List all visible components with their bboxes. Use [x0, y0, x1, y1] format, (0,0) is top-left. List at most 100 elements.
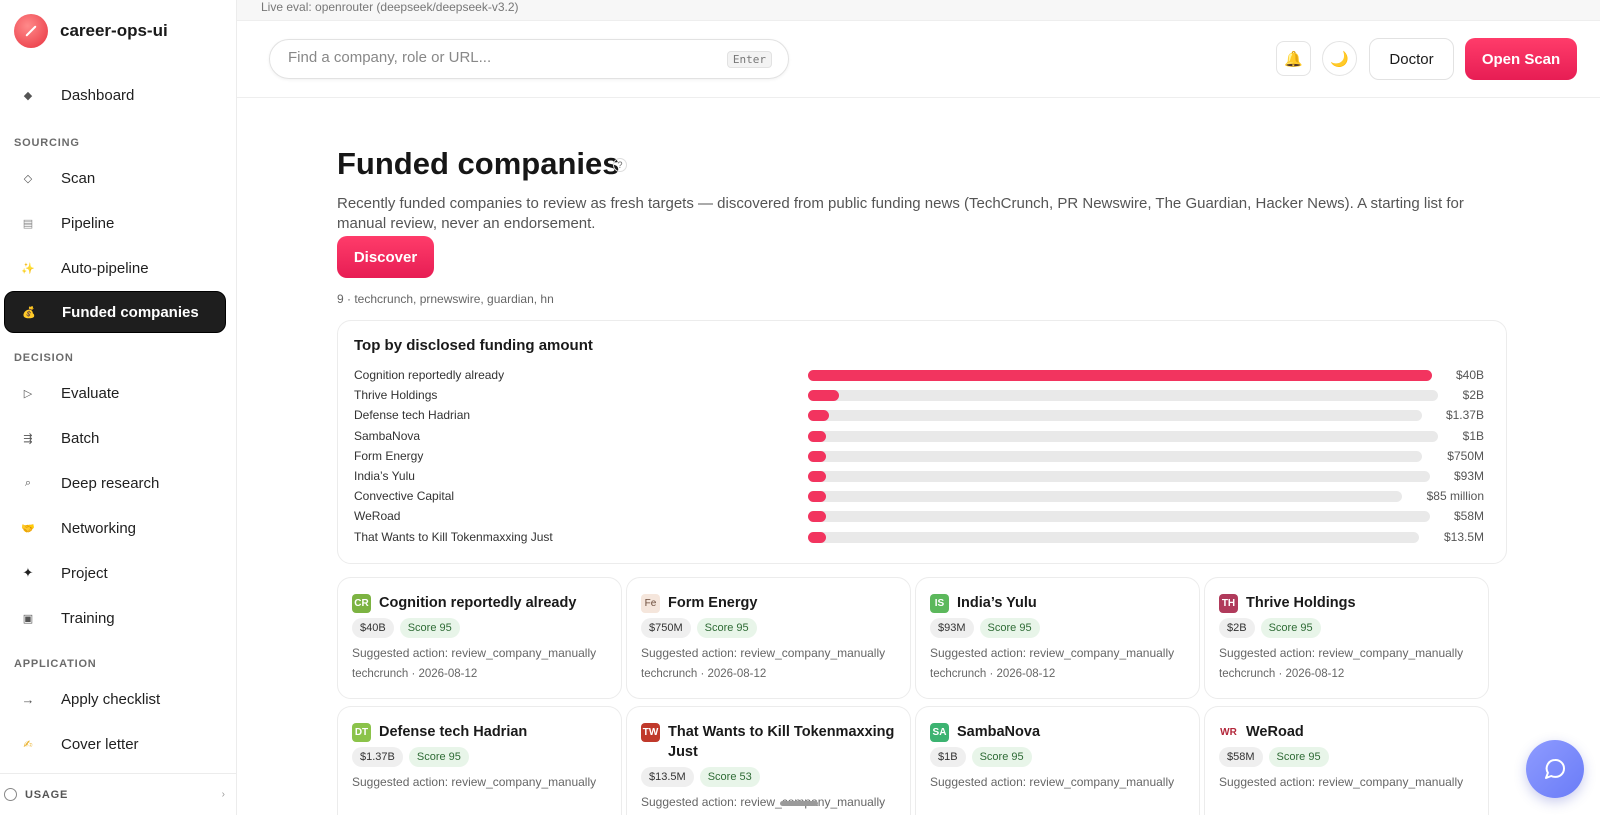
- sidebar-item-apply-checklist[interactable]: → Apply checklist: [4, 678, 226, 720]
- sidebar-item-evaluate[interactable]: ▷ Evaluate: [4, 372, 226, 414]
- chart-bar-value: $1B: [1462, 428, 1484, 443]
- chart-bar-value: $93M: [1453, 469, 1484, 483]
- chart-bar-label: India’s Yulu: [354, 469, 415, 483]
- company-name[interactable]: Thrive Holdings: [1246, 595, 1356, 611]
- company-name[interactable]: India’s Yulu: [957, 595, 1037, 611]
- score-badge: Score 95: [408, 747, 469, 767]
- discover-button[interactable]: Discover: [337, 236, 434, 278]
- sidebar-item-training[interactable]: ▣ Training: [4, 597, 226, 639]
- chart-bar-value: $2B: [1462, 388, 1484, 403]
- sidebar-item-deep-research[interactable]: ⌕ Deep research: [4, 462, 226, 504]
- company-name[interactable]: Cognition reportedly already: [379, 595, 577, 611]
- notifications-button[interactable]: 🔔: [1276, 41, 1311, 76]
- chart-bar-track: [808, 430, 1438, 442]
- funding-amount-badge: $40B: [352, 618, 394, 638]
- company-card[interactable]: DT Defense tech Hadrian $1.37B Score 95 Sugg…: [337, 706, 622, 815]
- chart-bar: [808, 370, 1432, 381]
- company-card[interactable]: WR WeRoad $58M Score 95 Suggested action: re…: [1204, 706, 1489, 815]
- main-content: Funded companies ? Recently funded compa…: [237, 98, 1600, 815]
- star-icon: ✦: [22, 565, 34, 580]
- company-card-header: TH Thrive Holdings: [1219, 593, 1476, 613]
- topbar: Enter 🔔 🌙 Doctor Open Scan: [237, 21, 1600, 98]
- play-outline-icon: ▷: [23, 387, 33, 400]
- sidebar-item-label: Deep research: [61, 474, 160, 492]
- chat-button[interactable]: [1526, 740, 1584, 798]
- chevron-right-icon: ›: [221, 789, 225, 800]
- chart-bar-row: Convective Capital $85 million: [354, 486, 1484, 506]
- square-icon: ▣: [22, 612, 34, 625]
- company-card[interactable]: TW That Wants to Kill Tokenmaxxing Just $1…: [626, 706, 911, 815]
- company-avatar: CR: [352, 594, 371, 613]
- sidebar-item-label: Scan: [61, 169, 96, 187]
- money-bag-icon: 💰: [22, 306, 36, 319]
- sidebar-item-auto-pipeline[interactable]: ✨ Auto-pipeline: [4, 247, 226, 289]
- company-card[interactable]: SA SambaNova $1B Score 95 Suggested action: …: [915, 706, 1200, 815]
- company-avatar: TH: [1219, 594, 1238, 613]
- brand[interactable]: career-ops-ui: [14, 14, 168, 48]
- company-card[interactable]: IS India’s Yulu $93M Score 95 Suggested acti…: [915, 577, 1200, 699]
- bell-icon: 🔔: [1284, 50, 1303, 68]
- suggested-action: Suggested action: review_company_manuall…: [352, 775, 597, 789]
- score-badge: Score 53: [699, 767, 760, 787]
- chat-bubble-icon: [1545, 759, 1566, 779]
- chart-bar-value: $13.5M: [1443, 529, 1484, 544]
- sidebar-item-funded-companies[interactable]: 💰 Funded companies: [4, 291, 226, 333]
- score-badge: Score 95: [971, 747, 1032, 767]
- chart-bar: [808, 450, 826, 462]
- sidebar-item-label: Dashboard: [61, 86, 135, 104]
- sidebar-item-batch[interactable]: ⇶ Batch: [4, 417, 226, 459]
- company-card[interactable]: TH Thrive Holdings $2B Score 95 Suggested ac…: [1204, 577, 1489, 699]
- company-name[interactable]: Form Energy: [668, 595, 758, 611]
- help-icon[interactable]: ?: [613, 158, 627, 172]
- company-chips: $13.5M Score 53: [641, 767, 760, 787]
- company-card[interactable]: Fe Form Energy $750M Score 95 Suggested acti…: [626, 577, 911, 699]
- chart-bar: [808, 511, 826, 523]
- chart-bar-value: $1.37B: [1445, 408, 1484, 423]
- sidebar-item-dashboard[interactable]: ◆ Dashboard: [4, 74, 226, 116]
- source-date: techcrunch · 2026-08-12: [930, 668, 1056, 680]
- sidebar-item-cover-letter[interactable]: ✍ Cover letter: [4, 723, 226, 765]
- suggested-action: Suggested action: review_company_manuall…: [1219, 775, 1464, 789]
- sidebar-item-label: Evaluate: [61, 384, 120, 402]
- chart-bar-label: Defense tech Hadrian: [354, 408, 471, 423]
- company-name[interactable]: That Wants to Kill Tokenmaxxing Just: [668, 724, 895, 760]
- company-card[interactable]: CR Cognition reportedly already $40B Score …: [337, 577, 622, 699]
- page-description: Recently funded companies to review as f…: [337, 195, 1464, 232]
- theme-toggle-button[interactable]: 🌙: [1322, 41, 1357, 76]
- company-name[interactable]: WeRoad: [1246, 724, 1304, 740]
- chart-bar: [808, 410, 830, 422]
- funding-amount-badge: $93M: [930, 618, 974, 638]
- sidebar-item-project[interactable]: ✦ Project: [4, 552, 226, 594]
- moon-icon: 🌙: [1330, 50, 1349, 68]
- sidebar-item-networking[interactable]: 🤝 Networking: [4, 507, 226, 549]
- brand-logo-icon: [14, 14, 48, 48]
- chart-bar-label: Thrive Holdings: [354, 388, 438, 403]
- page-title: Funded companies: [337, 146, 620, 181]
- chart-bar-track: [808, 370, 1432, 381]
- score-badge: Score 95: [979, 618, 1040, 638]
- sources-summary: 9 · techcrunch, prnewswire, guardian, hn: [337, 292, 554, 306]
- company-name[interactable]: SambaNova: [957, 724, 1041, 740]
- chart-bar-row: Form Energy $750M: [354, 446, 1484, 466]
- doctor-button[interactable]: Doctor: [1369, 38, 1454, 80]
- suggested-action: Suggested action: review_company_manuall…: [352, 646, 597, 660]
- company-chips: $1.37B Score 95: [352, 747, 469, 767]
- search-input[interactable]: [288, 49, 688, 66]
- scroll-handle[interactable]: [780, 801, 818, 806]
- sidebar-item-label: Batch: [61, 429, 100, 447]
- sidebar-item-label: Project: [61, 564, 108, 582]
- search-box[interactable]: Enter: [269, 39, 789, 79]
- nav-section-application: APPLICATION: [14, 658, 97, 670]
- eval-status-text: Live eval: openrouter (deepseek/deepseek…: [261, 0, 519, 14]
- score-badge: Score 95: [399, 618, 460, 638]
- sidebar-item-scan[interactable]: ◇ Scan: [4, 157, 226, 199]
- company-chips: $58M Score 95: [1219, 747, 1329, 767]
- sidebar-item-pipeline[interactable]: ▤ Pipeline: [4, 202, 226, 244]
- open-scan-button[interactable]: Open Scan: [1465, 38, 1577, 80]
- chart-bar-track: [808, 491, 1402, 503]
- chart-bar-track: [808, 511, 1430, 523]
- usage-toggle[interactable]: USAGE ›: [0, 773, 237, 815]
- usage-label: USAGE: [25, 788, 69, 801]
- company-name[interactable]: Defense tech Hadrian: [379, 724, 528, 740]
- chart-bar-track: [808, 531, 1419, 543]
